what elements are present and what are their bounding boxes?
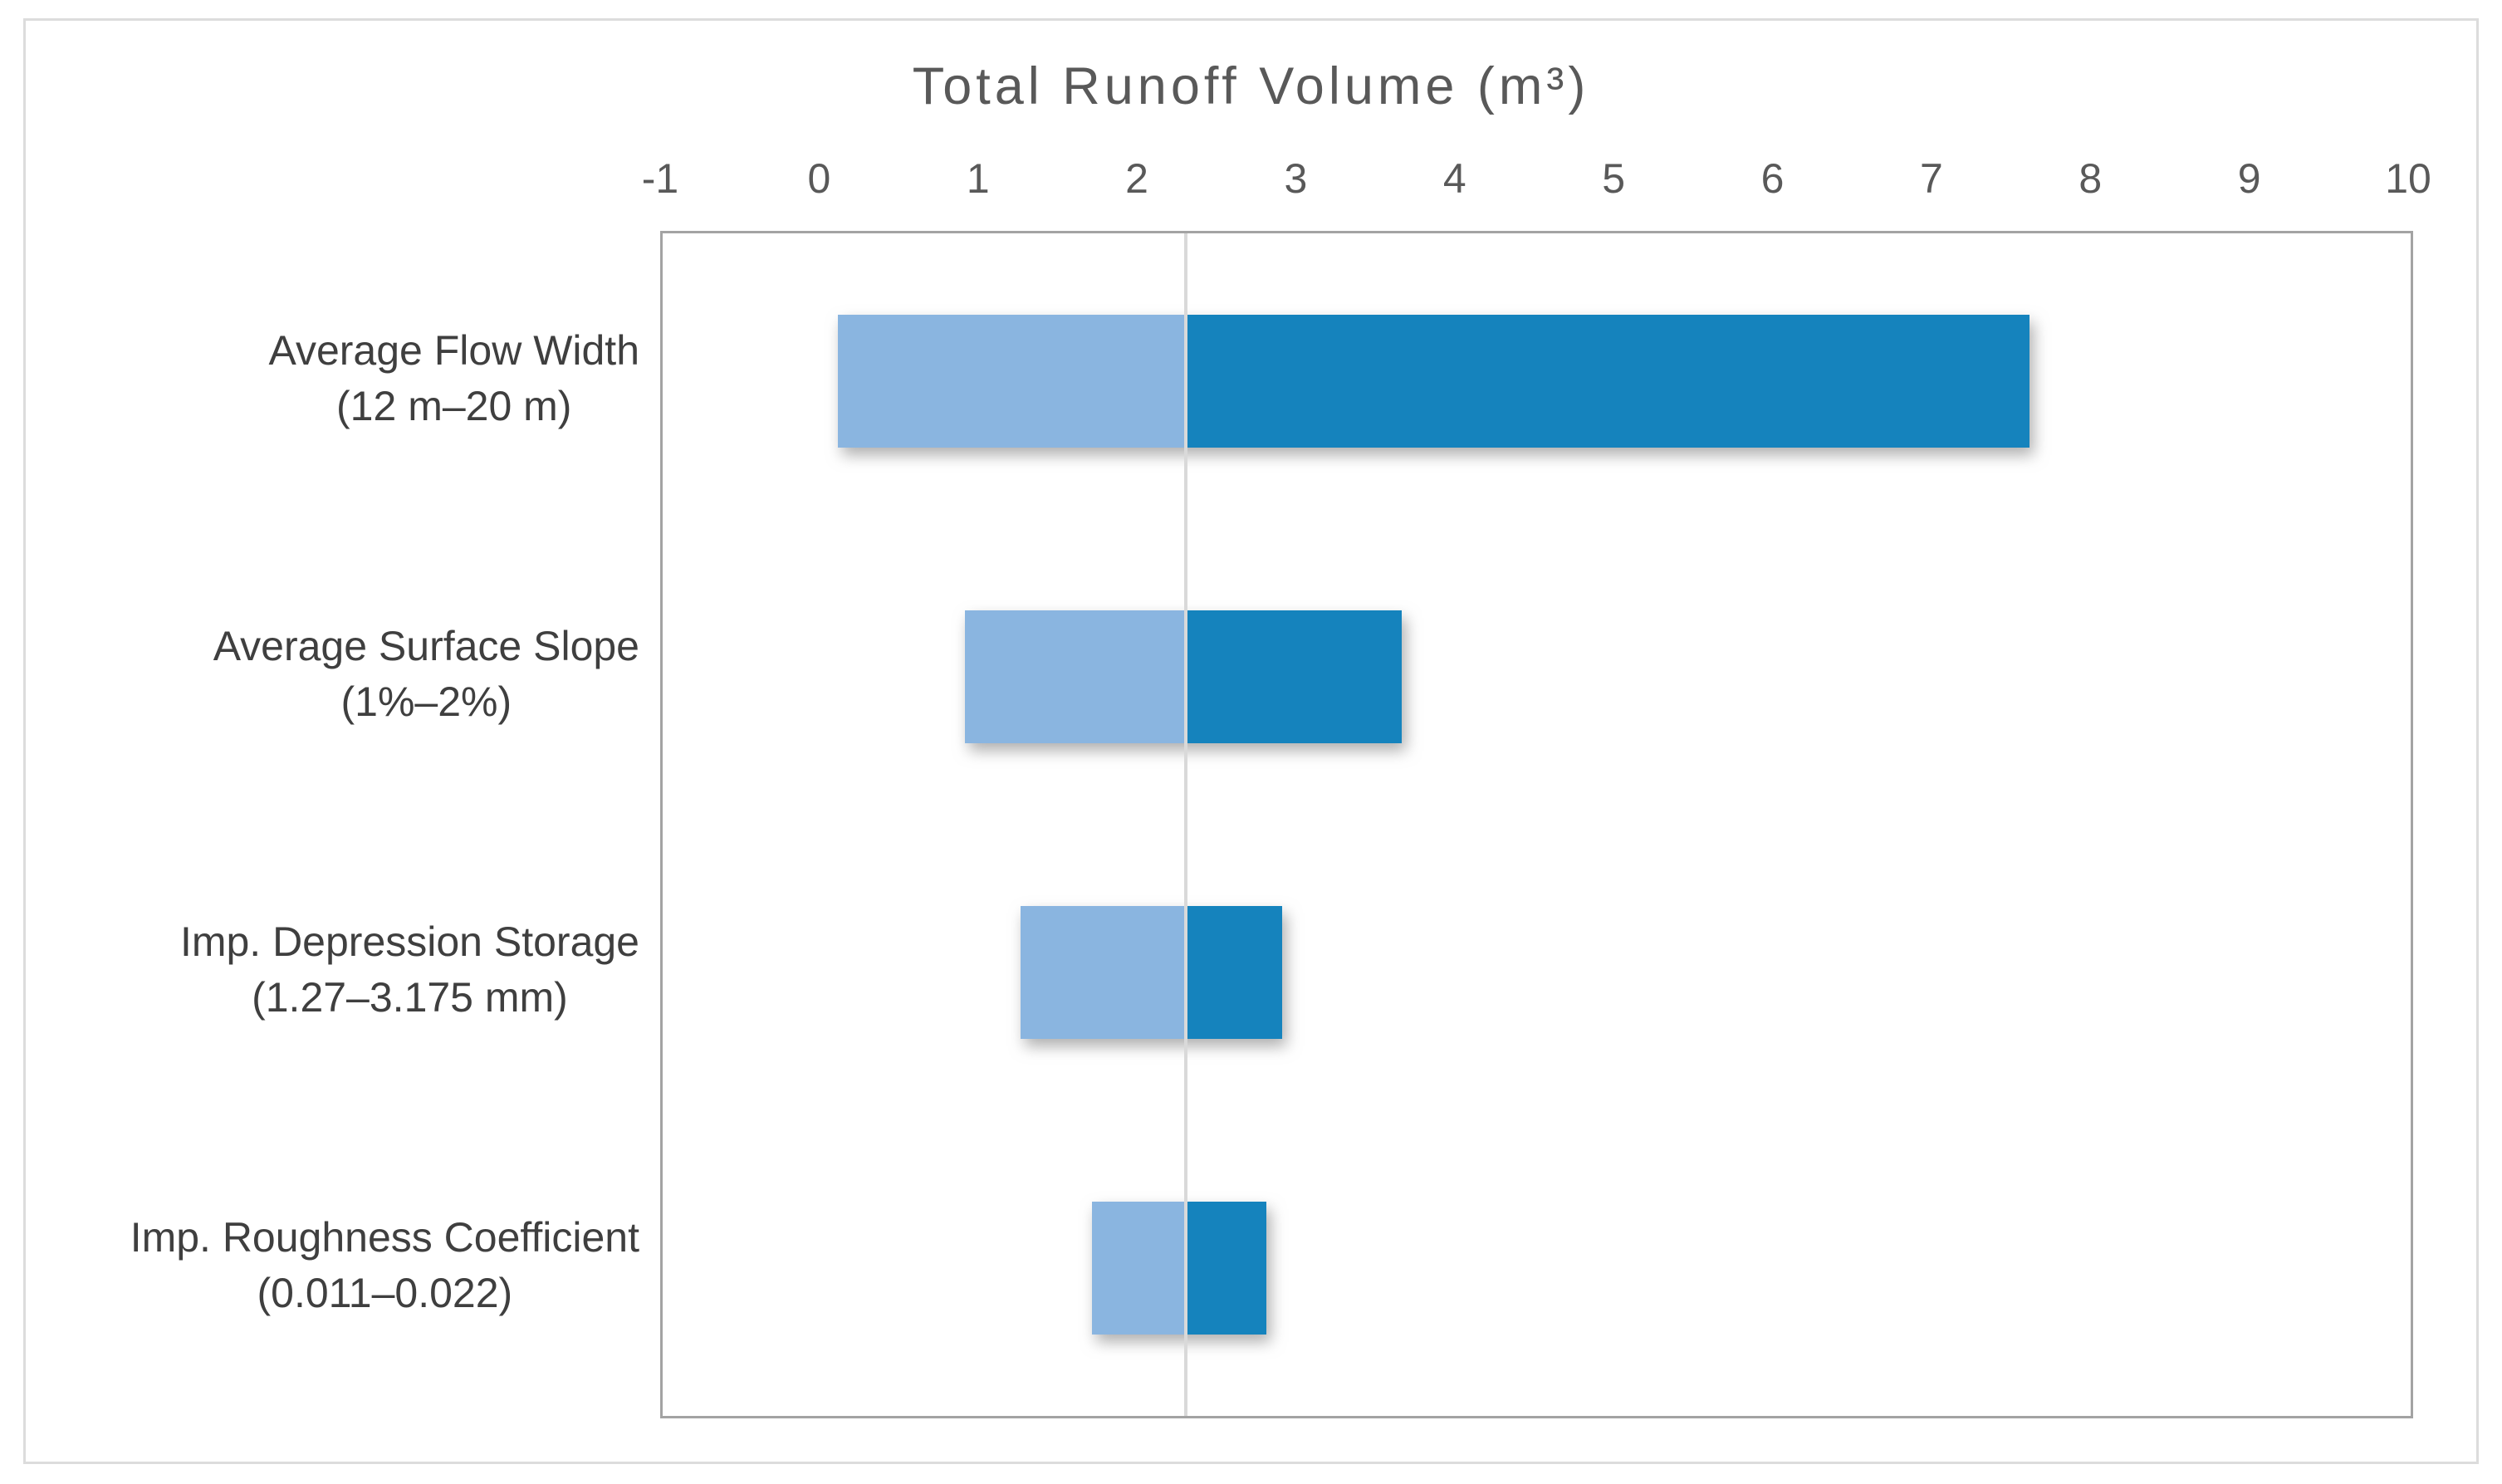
category-label-name: Imp. Depression Storage [179,918,639,965]
category-label-range: (12 m–20 m) [336,383,572,429]
tornado-bar [964,610,1402,743]
bar-segment-low [964,610,1186,743]
tornado-bar [837,315,2030,448]
category-label-range: (0.011–0.022) [257,1270,513,1316]
category-label: Imp. Depression Storage (1.27–3.175 mm) [180,914,639,1026]
category-label: Imp. Roughness Coefficient (0.011–0.022) [130,1210,639,1321]
chart-title: Total Runoff Volume (m³) [912,57,1590,115]
x-axis-ticks: -1 0 1 2 3 4 5 6 7 8 9 10 [642,154,2431,213]
bar-segment-low [1091,1202,1186,1335]
x-axis-tick-label: 7 [1920,155,1943,202]
category-axis: Average Flow Width (12 m–20 m) Average Sur… [0,231,644,1413]
tornado-bar [1091,1202,1267,1335]
bar-segment-high [1185,906,1283,1039]
x-axis-tick-label: 9 [2237,155,2261,202]
bar-segment-low [1020,906,1186,1039]
category-label-range: (1.27–3.175 mm) [252,974,568,1021]
category-label-range: (1%–2%) [340,678,512,725]
category-label-name: Average Surface Slope [213,623,639,669]
x-axis-tick-label: 0 [807,155,831,202]
plot-area [660,231,2413,1418]
category-label: Average Surface Slope (1%–2%) [213,619,639,730]
x-axis-tick-label: 1 [966,155,990,202]
category-label-name: Imp. Roughness Coefficient [130,1214,639,1261]
x-axis-tick-label: 10 [2385,155,2431,202]
category-label-name: Average Flow Width [268,327,639,374]
x-axis-tick-label: 6 [1760,155,1785,202]
x-axis-tick-label: 8 [2078,155,2103,202]
x-axis-tick-label: 2 [1125,155,1148,202]
bar-segment-high [1185,1202,1267,1335]
bar-segment-low [837,315,1186,448]
x-axis-tick-label: 3 [1284,155,1308,202]
x-axis-tick-label: 4 [1442,155,1466,202]
tornado-bar [1020,906,1283,1039]
category-label: Average Flow Width (12 m–20 m) [269,323,639,434]
bar-segment-high [1185,315,2030,448]
bar-segment-high [1185,610,1402,743]
x-axis-tick-label: -1 [641,155,679,202]
x-axis-tick-label: 5 [1602,155,1626,202]
baseline-gridline [1183,233,1187,1416]
